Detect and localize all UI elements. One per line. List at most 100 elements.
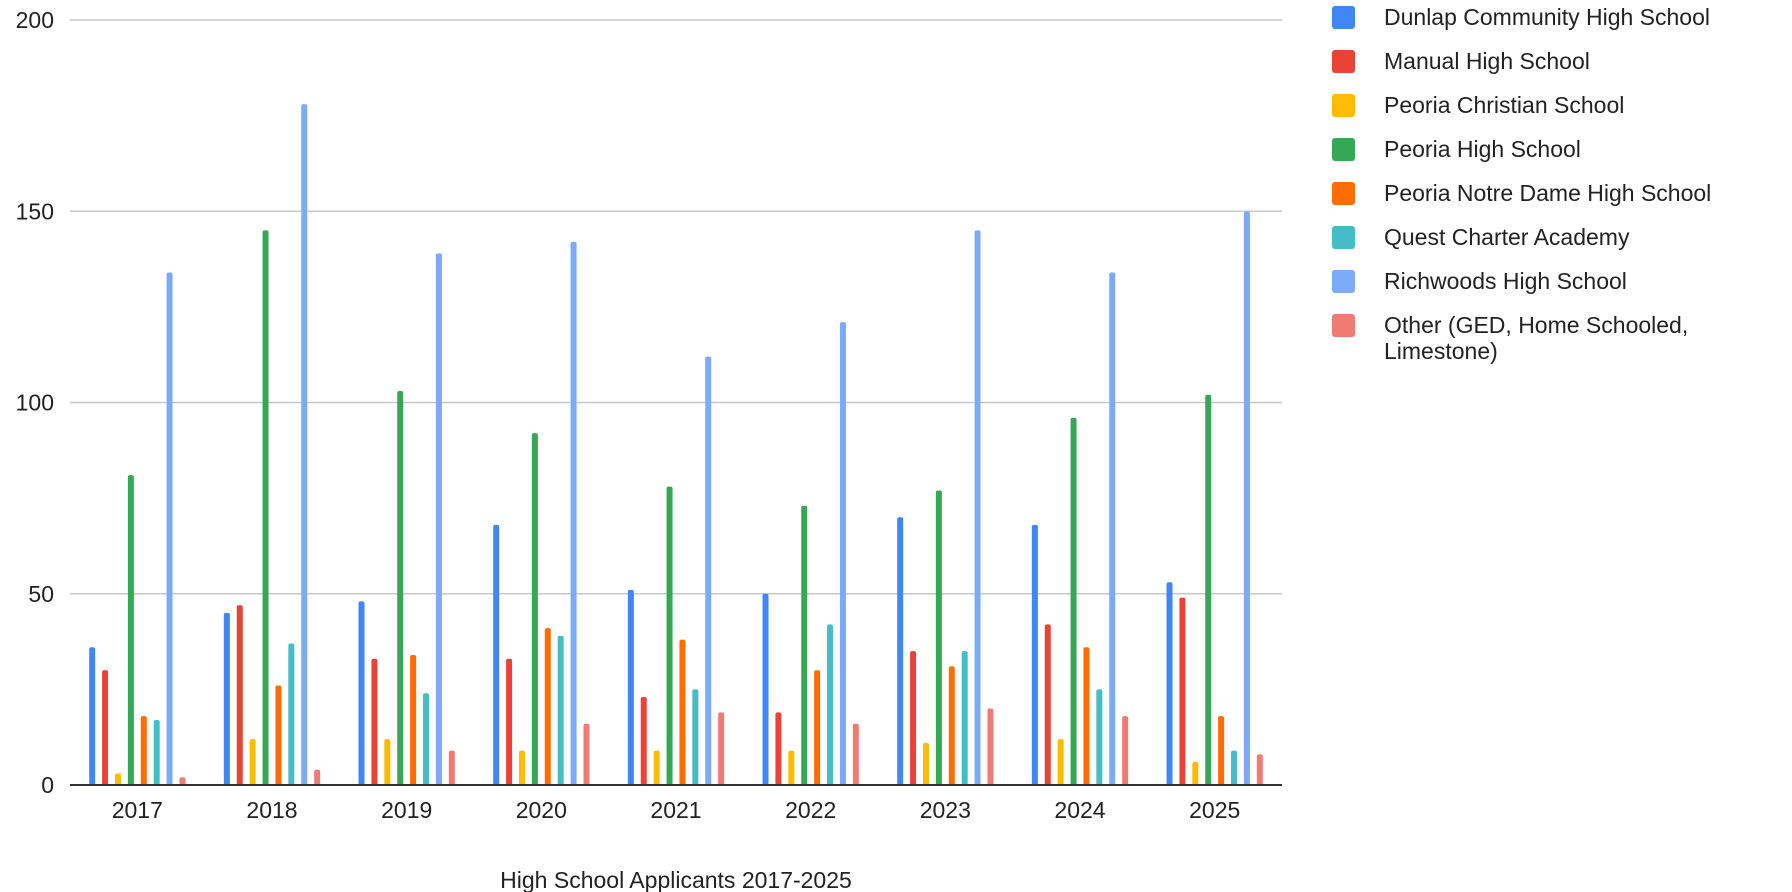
bar	[89, 647, 96, 785]
bar	[570, 241, 577, 786]
bar	[166, 272, 173, 785]
bar	[435, 253, 442, 785]
legend-label: Other (GED, Home Schooled, Limestone)	[1384, 312, 1689, 364]
bar	[935, 490, 942, 785]
legend-label: Manual High School	[1384, 48, 1590, 74]
bar	[127, 475, 134, 785]
x-tick-label: 2019	[381, 797, 432, 823]
legend-label: Peoria High School	[1384, 136, 1581, 162]
x-tick-label: 2022	[785, 797, 836, 823]
legend: Dunlap Community High School Manual High …	[1332, 4, 1788, 382]
bar	[1256, 754, 1263, 785]
bar	[961, 651, 968, 786]
bar	[974, 230, 981, 786]
bar	[1179, 597, 1186, 785]
bar	[1205, 394, 1212, 785]
bar	[1057, 739, 1064, 785]
bar	[301, 104, 308, 785]
bar	[493, 524, 500, 785]
bar	[801, 505, 808, 785]
legend-swatch	[1332, 138, 1355, 161]
bar	[102, 670, 109, 785]
x-tick-label: 2023	[920, 797, 971, 823]
x-tick-label: 2024	[1054, 797, 1105, 823]
bar	[775, 712, 782, 785]
x-tick-label: 2017	[112, 797, 163, 823]
bar	[506, 658, 513, 785]
bar	[1166, 582, 1173, 785]
legend-swatch	[1332, 94, 1355, 117]
legend-label: Dunlap Community High School	[1384, 4, 1710, 30]
bar	[922, 742, 929, 785]
bar	[705, 356, 712, 785]
bar	[557, 635, 564, 785]
bar	[897, 517, 904, 785]
bar	[410, 654, 417, 785]
bar	[223, 612, 230, 786]
bar	[852, 723, 859, 785]
bar	[384, 739, 391, 785]
legend-item: Peoria Notre Dame High School	[1332, 180, 1788, 206]
y-tick-label: 50	[28, 581, 54, 607]
bar	[679, 639, 686, 785]
bar	[1218, 716, 1225, 785]
bar	[1031, 524, 1038, 785]
bar	[948, 666, 955, 785]
legend-item: Peoria High School	[1332, 136, 1788, 162]
bar	[718, 712, 725, 785]
legend-swatch	[1332, 6, 1355, 29]
bar	[827, 624, 834, 785]
bar	[448, 750, 455, 785]
bar	[1083, 647, 1090, 785]
bar	[249, 739, 256, 785]
legend-swatch	[1332, 50, 1355, 73]
x-axis-title: High School Applicants 2017-2025	[500, 867, 852, 892]
x-tick-label: 2018	[246, 797, 297, 823]
bar	[987, 708, 994, 785]
bar	[640, 697, 647, 785]
legend-label: Quest Charter Academy	[1384, 224, 1630, 250]
bar	[1070, 417, 1077, 785]
bar	[814, 670, 821, 785]
legend-item: Quest Charter Academy	[1332, 224, 1788, 250]
bar	[666, 486, 673, 785]
bar	[653, 750, 660, 785]
legend-swatch	[1332, 270, 1355, 293]
bar	[788, 750, 795, 785]
bar	[583, 723, 590, 785]
bar	[371, 658, 378, 785]
legend-label: Richwoods High School	[1384, 268, 1627, 294]
bar	[1044, 624, 1051, 785]
legend-label: Peoria Christian School	[1384, 92, 1625, 118]
bar	[358, 601, 365, 785]
legend-item: Dunlap Community High School	[1332, 4, 1788, 30]
bar	[762, 593, 769, 785]
bar	[288, 643, 295, 785]
bar	[236, 605, 243, 785]
gridlines	[70, 19, 1282, 595]
legend-swatch	[1332, 182, 1355, 205]
bar	[114, 773, 121, 785]
bar	[839, 322, 846, 785]
x-tick-label: 2020	[516, 797, 567, 823]
legend-item: Richwoods High School	[1332, 268, 1788, 294]
legend-item: Other (GED, Home Schooled, Limestone)	[1332, 312, 1788, 364]
bar	[262, 230, 269, 786]
y-tick-label: 100	[16, 390, 54, 416]
bar	[1096, 689, 1103, 786]
bar	[1122, 716, 1129, 785]
bar	[692, 689, 699, 786]
bar	[1109, 272, 1116, 785]
bar	[423, 693, 430, 785]
bar	[153, 719, 160, 785]
bar	[397, 391, 404, 785]
y-tick-label: 0	[41, 772, 54, 798]
y-tick-label: 150	[16, 198, 54, 224]
bar	[531, 433, 538, 785]
bar	[1192, 762, 1199, 785]
bar	[179, 777, 186, 785]
legend-item: Manual High School	[1332, 48, 1788, 74]
bar	[1231, 750, 1238, 785]
x-axis-tick-labels: 2017 2018 2019 2020 2021 2022 2023 2024 2025	[112, 797, 1241, 823]
